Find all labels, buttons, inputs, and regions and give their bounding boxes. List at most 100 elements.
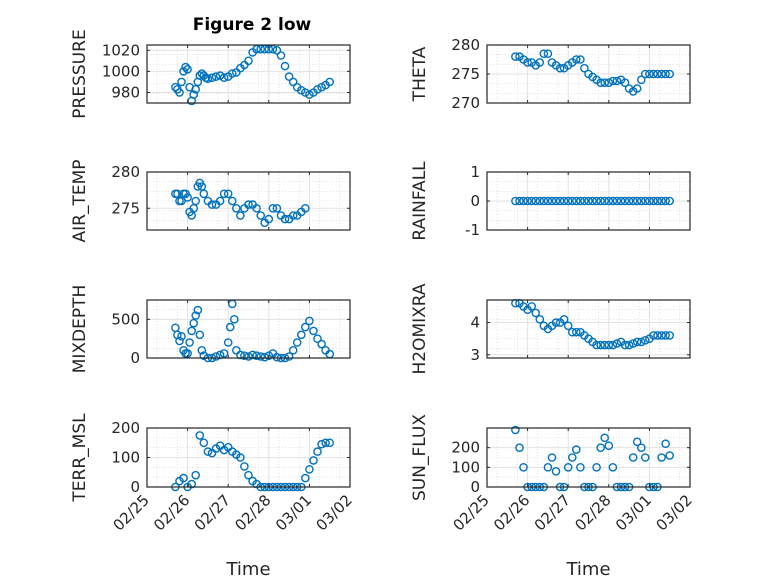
data-point — [632, 84, 642, 93]
data-point — [244, 56, 253, 66]
data-point — [511, 52, 520, 61]
chart-title: Figure 2 low — [193, 15, 312, 35]
data-point — [317, 339, 326, 349]
data-point — [645, 196, 654, 206]
data-point — [300, 322, 310, 332]
data-point — [256, 211, 266, 220]
data-point — [563, 196, 573, 206]
axes-box — [486, 427, 691, 488]
data-point — [665, 331, 675, 340]
data-point — [229, 314, 239, 324]
data-point — [612, 196, 622, 206]
data-point — [284, 352, 294, 361]
x-tick-label: 03/01 — [272, 491, 315, 534]
x-tick-label: 02/27 — [191, 491, 234, 534]
data-point — [313, 85, 322, 94]
data-point — [207, 200, 217, 209]
y-tick-label: 100 — [111, 449, 140, 467]
data-point — [572, 327, 581, 337]
data-point — [649, 331, 658, 340]
data-point — [592, 462, 601, 472]
data-point — [531, 196, 541, 206]
data-point — [305, 316, 314, 326]
data-point — [551, 196, 561, 206]
data-point — [305, 464, 314, 474]
data-point — [189, 90, 198, 99]
data-point — [195, 431, 205, 440]
data-point — [236, 211, 245, 220]
data-point — [641, 196, 650, 206]
data-point — [657, 331, 666, 340]
data-point — [511, 425, 520, 435]
data-point — [272, 203, 282, 213]
data-point — [572, 196, 581, 206]
data-point — [276, 51, 286, 60]
panel-1: 980 1000 1020 PRESSURE — [70, 29, 351, 119]
panel-6: 3 4 H2OMIXRA — [410, 283, 691, 375]
data-point — [653, 331, 662, 340]
data-point — [600, 433, 610, 443]
x-tick-label: 02/25 — [110, 491, 153, 534]
x-tick-label: 02/26 — [150, 491, 193, 534]
data-point — [175, 336, 184, 346]
data-point — [551, 466, 561, 476]
data-point — [515, 443, 524, 453]
data-point — [199, 438, 209, 448]
data-point — [632, 437, 642, 447]
data-point — [637, 337, 646, 347]
data-point — [223, 189, 233, 199]
y-tick-label: 0 — [470, 478, 480, 496]
data-point — [665, 69, 675, 79]
data-point — [661, 331, 670, 340]
data-point — [225, 322, 235, 332]
y-tick-label: 1000 — [102, 62, 140, 80]
data-point — [531, 308, 541, 318]
data-point — [620, 78, 630, 87]
data-point — [519, 196, 528, 206]
data-point — [211, 72, 221, 81]
data-point — [191, 311, 200, 320]
x-tick-label: 02/27 — [531, 491, 574, 534]
data-point — [620, 340, 630, 350]
y-tick-label: 280 — [451, 36, 480, 54]
data-point — [592, 340, 601, 350]
data-point — [632, 196, 642, 206]
data-point — [185, 338, 194, 347]
y-tick-label: 0 — [470, 192, 480, 210]
panel-2: 270 275 280 THETA — [410, 36, 691, 112]
y-tick-label: 0 — [130, 349, 140, 367]
data-point — [268, 44, 278, 54]
y-tick-label: 200 — [111, 419, 140, 437]
data-point — [661, 439, 670, 449]
data-point — [527, 302, 537, 311]
data-point — [519, 462, 528, 472]
data-point — [576, 196, 585, 206]
data-point — [252, 44, 261, 54]
data-point — [543, 49, 553, 59]
data-point — [604, 78, 614, 87]
data-point — [596, 78, 606, 87]
x-tick-label: 02/28 — [231, 491, 274, 534]
data-point — [207, 73, 217, 82]
data-point — [559, 314, 569, 324]
data-point — [191, 85, 200, 94]
data-point — [523, 196, 532, 206]
data-point — [177, 77, 186, 87]
data-point — [252, 203, 261, 213]
data-point — [632, 337, 642, 347]
data-point — [555, 63, 565, 73]
data-point — [580, 196, 589, 206]
x-tick-label: 03/02 — [653, 491, 696, 534]
data-point — [665, 196, 675, 206]
data-point — [624, 340, 634, 350]
x-tick-label: 03/02 — [313, 491, 356, 534]
data-point — [649, 196, 658, 206]
data-point — [563, 321, 573, 331]
y-axis-label: RAINFALL — [410, 161, 430, 241]
data-point — [612, 76, 622, 86]
data-point — [309, 456, 318, 465]
data-point — [543, 462, 553, 472]
data-point — [592, 196, 601, 206]
data-point — [600, 340, 610, 350]
